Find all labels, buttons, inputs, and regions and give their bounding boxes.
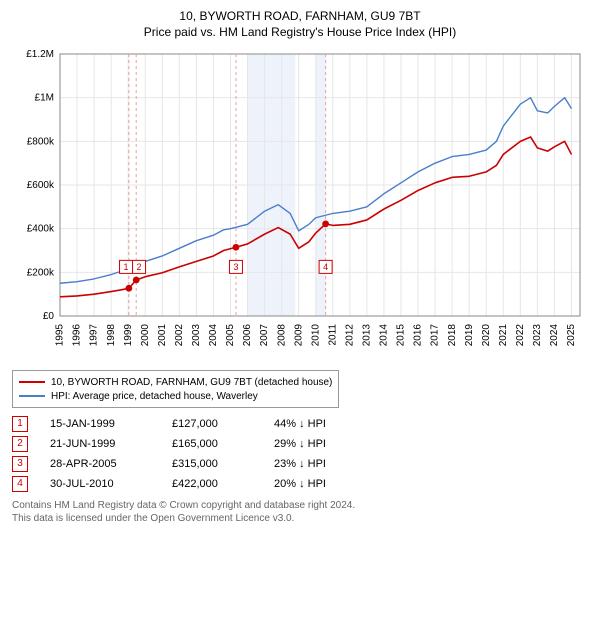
transaction-diff: 44% ↓ HPI <box>274 418 364 430</box>
svg-text:£600k: £600k <box>27 180 55 191</box>
transaction-date: 15-JAN-1999 <box>50 418 150 430</box>
transaction-marker: 2 <box>12 436 28 452</box>
transaction-row: 4 30-JUL-2010 £422,000 20% ↓ HPI <box>12 474 588 494</box>
svg-text:2003: 2003 <box>191 324 202 347</box>
transaction-marker: 1 <box>12 416 28 432</box>
svg-text:2: 2 <box>137 262 142 272</box>
svg-text:2005: 2005 <box>225 324 236 347</box>
svg-text:2015: 2015 <box>396 324 407 347</box>
legend-label: HPI: Average price, detached house, Wave… <box>51 391 258 402</box>
svg-text:2007: 2007 <box>259 324 270 347</box>
svg-text:2023: 2023 <box>532 324 543 347</box>
svg-text:2018: 2018 <box>447 324 458 347</box>
transaction-date: 21-JUN-1999 <box>50 438 150 450</box>
svg-text:2010: 2010 <box>310 324 321 347</box>
transaction-diff: 29% ↓ HPI <box>274 438 364 450</box>
svg-text:2009: 2009 <box>293 324 304 347</box>
svg-text:2020: 2020 <box>481 324 492 347</box>
transaction-marker: 4 <box>12 476 28 492</box>
titles: 10, BYWORTH ROAD, FARNHAM, GU9 7BT Price… <box>12 8 588 40</box>
svg-text:2016: 2016 <box>413 324 424 347</box>
svg-text:2002: 2002 <box>174 324 185 347</box>
svg-text:2012: 2012 <box>344 324 355 347</box>
transaction-price: £165,000 <box>172 438 252 450</box>
transaction-date: 30-JUL-2010 <box>50 478 150 490</box>
transaction-marker: 3 <box>12 456 28 472</box>
svg-text:£400k: £400k <box>27 224 55 235</box>
svg-text:1997: 1997 <box>89 324 100 347</box>
svg-text:1999: 1999 <box>123 324 134 347</box>
transactions-table: 1 15-JAN-1999 £127,000 44% ↓ HPI 2 21-JUN-199… <box>12 414 588 494</box>
svg-text:3: 3 <box>233 262 238 272</box>
svg-text:£0: £0 <box>43 311 55 322</box>
transaction-row: 3 28-APR-2005 £315,000 23% ↓ HPI <box>12 454 588 474</box>
svg-text:4: 4 <box>323 262 328 272</box>
svg-text:1998: 1998 <box>106 324 117 347</box>
address-title: 10, BYWORTH ROAD, FARNHAM, GU9 7BT <box>12 8 588 24</box>
transaction-diff: 20% ↓ HPI <box>274 478 364 490</box>
legend-row: 10, BYWORTH ROAD, FARNHAM, GU9 7BT (deta… <box>19 375 332 389</box>
transaction-diff: 23% ↓ HPI <box>274 458 364 470</box>
svg-text:2022: 2022 <box>515 324 526 347</box>
svg-text:2025: 2025 <box>566 324 577 347</box>
svg-text:2004: 2004 <box>208 324 219 347</box>
subtitle: Price paid vs. HM Land Registry's House … <box>12 24 588 40</box>
svg-text:2014: 2014 <box>379 324 390 347</box>
svg-text:£1M: £1M <box>35 93 54 104</box>
svg-text:2011: 2011 <box>327 324 338 346</box>
svg-text:2000: 2000 <box>140 324 151 347</box>
svg-text:2019: 2019 <box>464 324 475 347</box>
svg-text:2021: 2021 <box>498 324 509 347</box>
svg-text:2008: 2008 <box>276 324 287 347</box>
svg-text:1: 1 <box>124 262 129 272</box>
footer: Contains HM Land Registry data © Crown c… <box>12 500 588 525</box>
transaction-date: 28-APR-2005 <box>50 458 150 470</box>
transaction-price: £315,000 <box>172 458 252 470</box>
svg-text:2006: 2006 <box>242 324 253 347</box>
transaction-price: £127,000 <box>172 418 252 430</box>
chart-svg: £0 £200k £400k £600k £800k £1M £1.2M 1995 1996 19… <box>12 46 588 366</box>
svg-text:2001: 2001 <box>157 324 168 347</box>
transaction-row: 2 21-JUN-1999 £165,000 29% ↓ HPI <box>12 434 588 454</box>
svg-text:£1.2M: £1.2M <box>26 49 54 60</box>
legend-swatch <box>19 381 45 383</box>
svg-text:2017: 2017 <box>430 324 441 347</box>
chart: £0 £200k £400k £600k £800k £1M £1.2M 1995 1996 19… <box>12 46 588 366</box>
legend-swatch <box>19 395 45 397</box>
svg-text:1995: 1995 <box>55 324 66 347</box>
svg-text:£200k: £200k <box>27 268 55 279</box>
svg-text:2024: 2024 <box>549 324 560 347</box>
legend-row: HPI: Average price, detached house, Wave… <box>19 389 332 403</box>
svg-text:£800k: £800k <box>27 137 55 148</box>
transaction-price: £422,000 <box>172 478 252 490</box>
footer-line-2: This data is licensed under the Open Gov… <box>12 513 588 526</box>
svg-text:1996: 1996 <box>72 324 83 347</box>
footer-line-1: Contains HM Land Registry data © Crown c… <box>12 500 588 513</box>
legend: 10, BYWORTH ROAD, FARNHAM, GU9 7BT (deta… <box>12 370 339 408</box>
legend-label: 10, BYWORTH ROAD, FARNHAM, GU9 7BT (deta… <box>51 377 332 388</box>
svg-text:2013: 2013 <box>362 324 373 347</box>
transaction-row: 1 15-JAN-1999 £127,000 44% ↓ HPI <box>12 414 588 434</box>
page: 10, BYWORTH ROAD, FARNHAM, GU9 7BT Price… <box>0 0 600 620</box>
